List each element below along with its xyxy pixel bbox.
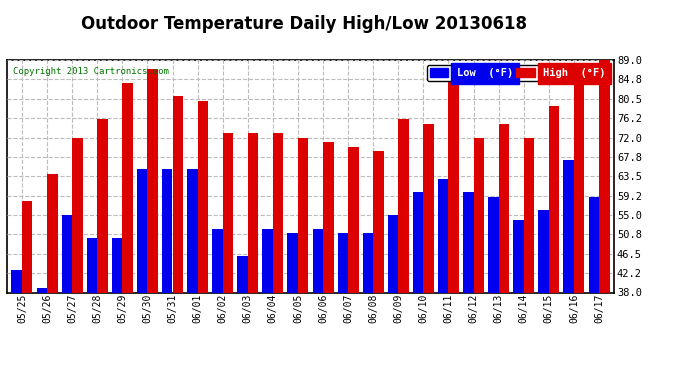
Bar [187,170,197,375]
Bar [223,133,233,375]
Bar [348,147,359,375]
Bar [172,96,183,375]
Bar [398,119,409,375]
Bar [273,133,284,375]
Bar [538,210,549,375]
Bar [12,270,22,375]
Bar [37,288,47,375]
Bar [513,219,524,375]
Text: Copyright 2013 Cartronics.com: Copyright 2013 Cartronics.com [13,67,169,76]
Bar [373,151,384,375]
Bar [463,192,473,375]
Bar [122,83,133,375]
Bar [22,201,32,375]
Bar [137,170,148,375]
Bar [524,138,534,375]
Bar [197,101,208,375]
Bar [549,106,560,375]
Bar [112,238,122,375]
Bar [288,233,298,375]
Bar [499,124,509,375]
Bar [212,229,223,375]
Bar [262,229,273,375]
Bar [574,74,584,375]
Bar [488,197,499,375]
Bar [599,60,609,375]
Bar [298,138,308,375]
Bar [424,124,434,375]
Bar [87,238,97,375]
Bar [337,233,348,375]
Bar [97,119,108,375]
Bar [413,192,424,375]
Bar [237,256,248,375]
Bar [47,174,57,375]
Bar [564,160,574,375]
Bar [72,138,83,375]
Bar [313,229,323,375]
Bar [148,69,158,375]
Bar [363,233,373,375]
Bar [388,215,398,375]
Bar [162,170,172,375]
Bar [448,74,459,375]
Bar [473,138,484,375]
Bar [248,133,258,375]
Bar [438,178,449,375]
Bar [323,142,333,375]
Text: Outdoor Temperature Daily High/Low 20130618: Outdoor Temperature Daily High/Low 20130… [81,15,526,33]
Bar [589,197,599,375]
Bar [61,215,72,375]
Legend: Low  (°F), High  (°F): Low (°F), High (°F) [426,65,609,81]
